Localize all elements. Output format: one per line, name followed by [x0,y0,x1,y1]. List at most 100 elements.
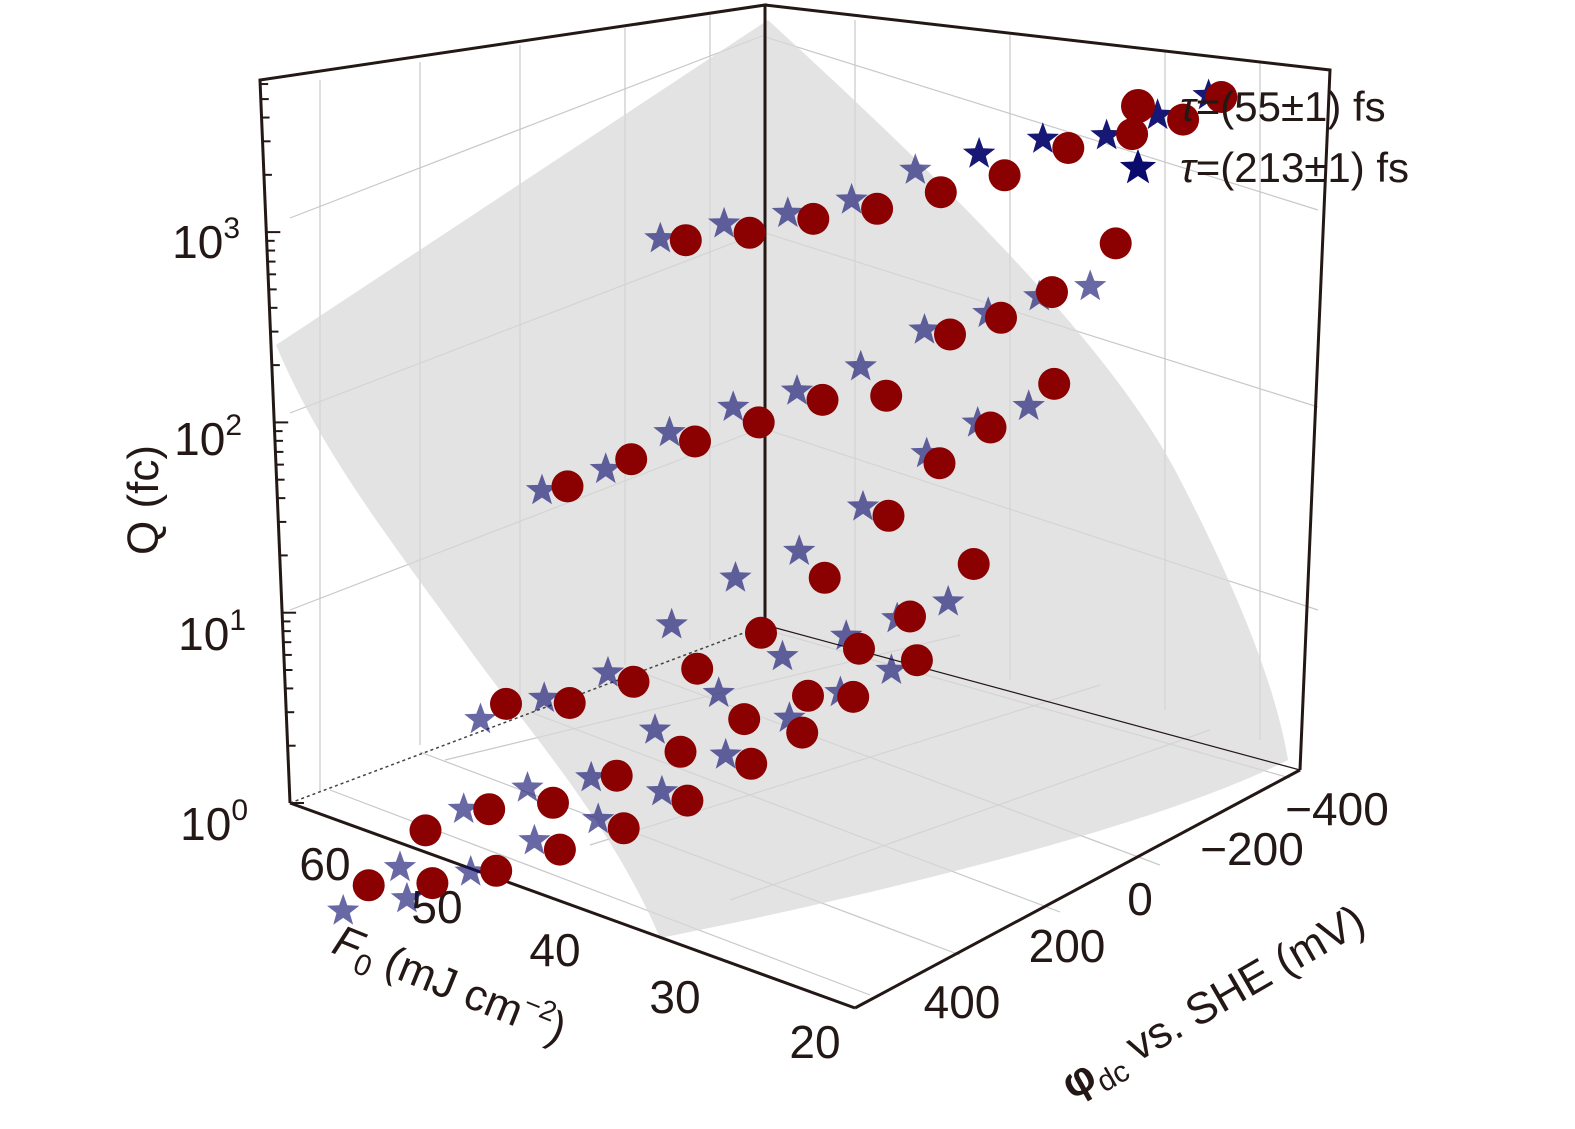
star-point-0 [644,221,677,253]
circle-point-14 [806,383,839,416]
z-tick-label-2: 102 [174,409,242,465]
star-point-21 [528,681,561,712]
circle-point-7 [1116,118,1149,151]
frame-x-axis [289,801,856,1010]
star-point-26 [846,489,880,521]
legend: τ=(55±1) fs τ=(213±1) fs [1119,83,1409,191]
circle-point-21 [553,687,586,719]
circle-point-2 [797,202,830,235]
z-tick-label-0: 100 [180,794,248,850]
series-circles [352,81,1238,902]
circle-point-24 [745,616,777,649]
legend-marker-star [1119,149,1157,184]
circle-point-17 [985,301,1017,334]
circle-point-46 [735,747,768,780]
star-point-10 [525,473,559,505]
z-tick-label-1: 101 [178,604,246,660]
circle-point-6 [1052,132,1085,164]
circle-point-30 [409,814,442,847]
circle-point-18 [1036,276,1068,309]
star-point-40 [327,893,360,925]
circle-point-45 [671,784,704,817]
circle-point-1 [733,216,766,249]
star-point-12 [653,415,686,447]
circle-point-23 [681,652,714,685]
fit-surface [276,20,1288,938]
circle-point-40 [352,869,385,902]
y-tick-label-m200: −200 [1200,823,1304,875]
x-tick-label-20: 20 [789,1016,840,1068]
frame-right-wall [764,3,1332,771]
circle-point-25 [808,561,841,594]
star-point-39 [932,584,965,616]
star-point-2 [771,196,804,228]
star-point-47 [773,701,806,732]
circle-point-47 [786,716,819,749]
star-point-4 [899,153,932,184]
star-point-35 [702,676,735,708]
star-point-41 [390,881,424,913]
star-point-34 [638,713,672,744]
star-point-24 [719,561,752,592]
x-tick-label-40: 40 [529,924,580,976]
star-point-33 [575,760,608,792]
star-point-5 [962,136,996,168]
star-point-42 [454,854,487,886]
frame-y-axis [854,768,1301,1010]
circle-point-19 [1099,227,1132,260]
legend-marker-circle [1121,89,1155,123]
y-tick-label-m400: −400 [1285,783,1389,835]
z-axis-label: Q (fc) [119,445,168,555]
circle-point-48 [837,680,870,713]
circle-point-27 [923,447,956,480]
star-point-36 [766,639,799,671]
star-point-29 [1012,389,1045,421]
star-point-6 [1026,122,1059,153]
circle-point-3 [861,192,894,225]
star-point-31 [447,792,480,823]
circle-point-9 [1205,81,1238,113]
legend-label-213fs: τ=(213±1) fs [1180,144,1409,191]
circle-point-44 [607,812,640,845]
z-tick-labels: 100 101 102 103 [172,212,248,850]
star-point-19 [1074,269,1107,301]
circle-point-8 [1167,103,1200,136]
circle-point-37 [843,632,875,665]
circle-point-4 [924,176,957,209]
star-point-1 [707,206,741,238]
star-point-16 [908,313,941,344]
y-tick-label-400: 400 [924,976,1001,1028]
circle-point-49 [900,644,933,677]
star-point-23 [655,607,688,639]
circle-point-11 [615,443,648,476]
circle-point-32 [537,786,569,819]
frame-floor-diag [289,624,766,804]
star-point-49 [875,653,908,684]
star-point-25 [783,534,816,565]
x-tick-labels: 60 50 40 30 20 [299,838,840,1068]
circle-point-26 [872,499,905,532]
circle-point-43 [543,833,576,866]
star-point-14 [780,374,814,405]
star-point-30 [383,850,417,882]
star-point-20 [464,702,497,734]
circle-point-13 [742,406,775,439]
circle-point-38 [894,600,926,633]
z-tick-label-3: 103 [172,212,240,268]
star-point-3 [835,182,868,214]
star-point-13 [717,390,750,421]
circle-point-20 [490,687,522,720]
star-point-45 [645,774,679,806]
star-point-44 [582,802,615,834]
x-tick-label-60: 60 [299,838,350,890]
circle-point-36 [792,679,824,712]
star-point-43 [518,823,551,855]
circle-point-41 [416,867,449,900]
star-point-11 [589,452,622,484]
y-tick-labels: 400 200 0 −200 −400 [924,783,1389,1028]
circle-point-12 [679,425,711,458]
circle-point-28 [974,411,1007,444]
y-tick-label-200: 200 [1029,920,1106,972]
circle-point-16 [934,318,966,351]
circle-point-35 [728,703,761,736]
